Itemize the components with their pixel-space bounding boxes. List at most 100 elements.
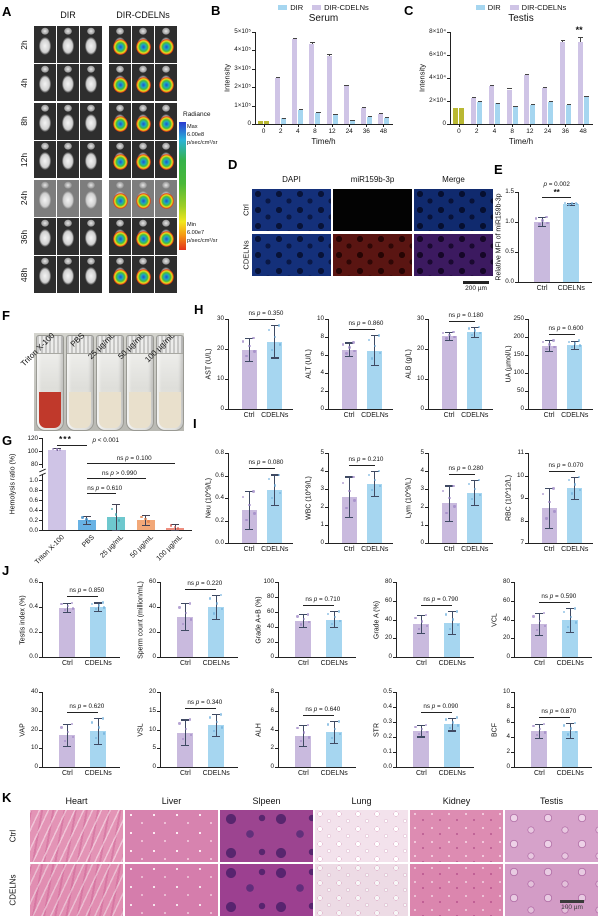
error-bar — [184, 603, 186, 631]
error-bar — [115, 503, 117, 530]
panel-h-label: H — [194, 302, 204, 317]
mouse-image — [132, 26, 154, 63]
y-tick-label: 20 — [148, 688, 156, 695]
mouse-body — [34, 64, 56, 102]
y-tick-label: 40 — [384, 615, 392, 623]
y-tick-label: 0 — [320, 539, 324, 546]
pair-chart: AST (U/L) 0 10 20 30 Ctrl CDELNs ns p = 0.350 — [202, 306, 297, 432]
y-tick — [447, 124, 450, 125]
x-axis — [278, 767, 356, 768]
mouse-body — [34, 179, 56, 217]
y-tick — [515, 252, 518, 253]
error-cap — [245, 528, 254, 531]
x-tick — [529, 124, 531, 127]
error-cap — [470, 480, 479, 482]
y-tick-label: 0 — [152, 763, 156, 770]
error-cap — [417, 632, 426, 635]
x-axis — [42, 530, 192, 531]
bar — [241, 349, 257, 409]
error-cap — [445, 485, 454, 487]
y-tick — [39, 692, 42, 693]
data-dot — [379, 484, 382, 487]
y-tick — [515, 192, 518, 193]
data-dot — [253, 512, 256, 515]
mouse-image — [34, 141, 56, 179]
y-axis — [328, 453, 329, 543]
y-tick — [393, 582, 396, 583]
data-dot — [553, 345, 556, 349]
error-bar — [420, 614, 422, 634]
y-tick — [525, 409, 528, 410]
y-tick — [225, 543, 228, 544]
radiance-colorbar — [179, 122, 186, 250]
y-tick — [425, 507, 428, 508]
sig-text: ns p = 0.710 — [305, 596, 341, 604]
data-dot — [367, 473, 370, 477]
data-dot — [545, 347, 548, 351]
data-dot — [178, 722, 181, 725]
bar — [332, 114, 338, 124]
error-bar — [333, 721, 335, 744]
y-tick-label: 30 — [216, 315, 224, 322]
x-tick — [383, 124, 385, 127]
data-dot — [353, 349, 356, 353]
error-cap — [566, 737, 575, 739]
x-category-label: Ctrl — [179, 770, 191, 777]
error-cap — [94, 718, 103, 720]
bar — [315, 112, 321, 124]
error-cap — [270, 357, 279, 359]
sig-line — [449, 474, 475, 475]
error-cap — [299, 109, 304, 111]
y-axis — [278, 582, 279, 657]
data-dot — [479, 331, 482, 335]
y-tick-label: 5 — [420, 449, 424, 456]
y-tick — [39, 530, 42, 531]
data-dot — [81, 516, 84, 519]
y-tick — [157, 657, 160, 658]
y-tick-label: 0.8 — [29, 486, 38, 494]
error-cap — [545, 340, 554, 342]
data-dot — [209, 597, 212, 600]
error-bar — [248, 491, 250, 530]
mouse-image — [57, 218, 79, 255]
y-tick-label: 6 — [270, 706, 274, 714]
y-tick — [39, 520, 42, 521]
data-dot — [274, 484, 277, 487]
panel-f-hemolysis-tubes: Triton X-100 PBS 25 µg/mL 50 µg/mL 100 µg/mL — [0, 305, 198, 433]
sig-line — [303, 605, 335, 607]
data-dot — [330, 622, 333, 625]
row-label: CDELNs — [241, 240, 251, 270]
y-tick — [39, 657, 42, 658]
data-dot — [367, 338, 370, 342]
bar — [441, 336, 457, 409]
fluorescence-hotspot — [112, 115, 128, 132]
y-tick — [525, 475, 528, 477]
bar — [453, 107, 459, 124]
mouse-image — [80, 102, 102, 140]
fluorescence-hotspot — [112, 231, 128, 247]
y-tick-label: 40 — [266, 623, 274, 630]
y-tick — [275, 597, 278, 598]
histology-image — [315, 864, 408, 916]
data-dot — [575, 203, 578, 206]
timepoint-label: 48h — [19, 267, 29, 282]
x-tick-label: 2 — [278, 127, 283, 135]
mouse-body — [80, 64, 102, 102]
y-tick — [39, 767, 42, 768]
error-cap — [345, 476, 354, 478]
x-axis — [396, 657, 474, 658]
error-cap — [513, 105, 518, 107]
y-tick-label: 0 — [420, 539, 424, 546]
data-dot — [414, 725, 417, 729]
data-dot — [245, 354, 248, 357]
error-cap — [270, 505, 279, 507]
panel-a-label: A — [2, 4, 12, 19]
sig-stars: *** — [59, 434, 72, 444]
sig-line — [539, 602, 571, 604]
data-dot — [567, 478, 570, 482]
y-tick — [325, 543, 328, 544]
bar — [534, 222, 551, 282]
data-dot — [548, 343, 551, 346]
x-axis — [228, 409, 293, 410]
legend-swatch — [509, 5, 519, 10]
